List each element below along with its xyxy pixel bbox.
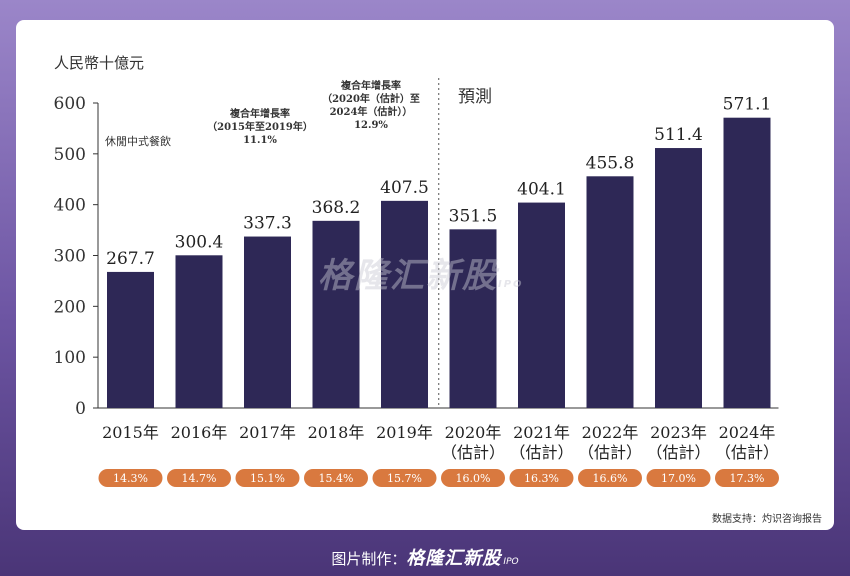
- bar-value-label: 404.1: [517, 180, 566, 200]
- watermark: 格隆汇新股IPO: [318, 248, 524, 297]
- y-tick-label: 100: [54, 348, 86, 368]
- growth-rate-label: 15.1%: [250, 472, 285, 485]
- growth-rate-label: 16.6%: [593, 472, 628, 485]
- cagr-hist-title: 複合年增長率: [230, 109, 290, 120]
- x-tick-label: 2018年: [308, 423, 365, 442]
- growth-rate-label: 14.3%: [113, 472, 148, 485]
- x-tick-label: 2017年: [239, 423, 296, 442]
- bar-value-label: 571.1: [723, 95, 772, 115]
- cagr-hist-range: （2015年至2019年）: [207, 122, 313, 133]
- x-tick-label: 2023年: [650, 423, 707, 442]
- bar: [449, 229, 497, 408]
- cagr-hist-value: 11.1%: [243, 135, 277, 146]
- y-tick-label: 300: [54, 247, 86, 267]
- y-tick-label: 200: [54, 297, 86, 317]
- bar: [586, 176, 634, 408]
- growth-rate-pill: [646, 469, 711, 487]
- growth-rate-label: 15.4%: [319, 472, 354, 485]
- x-tick-label: 2024年: [719, 423, 776, 442]
- bar-value-label: 368.2: [312, 198, 361, 218]
- growth-rate-pill: [715, 469, 779, 487]
- cagr-forecast: 複合年增長率 （2020年（估計）至 2024年（估計）） 12.9%: [312, 80, 430, 132]
- growth-rate-pill: [235, 469, 300, 487]
- growth-rate-pill: [98, 469, 163, 487]
- bar: [312, 220, 360, 408]
- cagr-fcst-range2: 2024年（估計））: [329, 107, 413, 118]
- bar: [175, 255, 223, 408]
- growth-rate-label: 15.7%: [387, 472, 422, 485]
- bar-value-label: 300.4: [175, 232, 224, 252]
- legend-label: 休閒中式餐飲: [105, 135, 171, 148]
- bar: [107, 271, 154, 408]
- y-tick-label: 400: [54, 196, 86, 216]
- x-tick-label: 2019年: [376, 423, 433, 442]
- y-tick-label: 500: [54, 145, 86, 165]
- bar-value-label: 407.5: [380, 178, 429, 198]
- bar-value-label: 351.5: [449, 206, 498, 226]
- cagr-fcst-value: 12.9%: [354, 120, 388, 131]
- x-tick-label: 2020年: [445, 423, 502, 442]
- growth-rate-label: 14.7%: [182, 472, 217, 485]
- bar: [655, 148, 702, 408]
- x-tick-label: 2016年: [171, 423, 228, 442]
- x-tick-sublabel: （估計）: [646, 443, 710, 462]
- bar-value-label: 337.3: [243, 214, 292, 234]
- x-tick-sublabel: （估計）: [715, 443, 779, 462]
- growth-rate-pill: [167, 469, 231, 487]
- bar-value-label: 511.4: [654, 125, 703, 145]
- bar: [723, 117, 771, 409]
- growth-rate-label: 17.3%: [730, 472, 765, 485]
- bar: [244, 236, 291, 408]
- growth-rate-pill: [441, 469, 505, 487]
- x-tick-sublabel: （估計）: [509, 443, 573, 462]
- x-tick-label: 2022年: [582, 423, 639, 442]
- footer-brand: 格隆汇新股: [406, 548, 502, 569]
- bar-value-label: 267.7: [106, 249, 155, 269]
- bar-value-label: 455.8: [586, 153, 635, 173]
- footer-prefix: 图片制作：: [331, 550, 407, 568]
- source-note: 数据支持：灼识咨询报告: [712, 514, 822, 525]
- footer: 图片制作：格隆汇新股 IPO: [0, 544, 850, 570]
- bar: [381, 200, 428, 408]
- watermark-brand: 格隆汇新股: [318, 256, 498, 296]
- x-tick-label: 2021年: [513, 423, 570, 442]
- growth-rate-label: 17.0%: [661, 472, 696, 485]
- growth-rate-label: 16.3%: [524, 472, 559, 485]
- watermark-ipo: IPO: [498, 279, 524, 290]
- footer-ipo: IPO: [503, 557, 519, 567]
- growth-rate-pill: [372, 469, 437, 487]
- y-tick-label: 600: [54, 94, 86, 114]
- x-tick-label: 2015年: [102, 423, 159, 442]
- cagr-historical: 複合年增長率 （2015年至2019年） 11.1%: [205, 108, 315, 147]
- growth-rate-pill: [304, 469, 368, 487]
- growth-rate-pill: [578, 469, 642, 487]
- unit-label: 人民幣十億元: [54, 54, 145, 72]
- x-tick-sublabel: （估計）: [441, 443, 505, 462]
- cagr-fcst-range1: （2020年（估計）至: [322, 94, 420, 105]
- growth-rate-label: 16.0%: [456, 472, 491, 485]
- y-tick-label: 0: [75, 399, 86, 419]
- bar: [518, 202, 565, 408]
- growth-rate-pill: [509, 469, 574, 487]
- forecast-label: 預測: [458, 87, 492, 107]
- cagr-fcst-title: 複合年增長率: [341, 81, 401, 92]
- x-tick-sublabel: （估計）: [578, 443, 642, 462]
